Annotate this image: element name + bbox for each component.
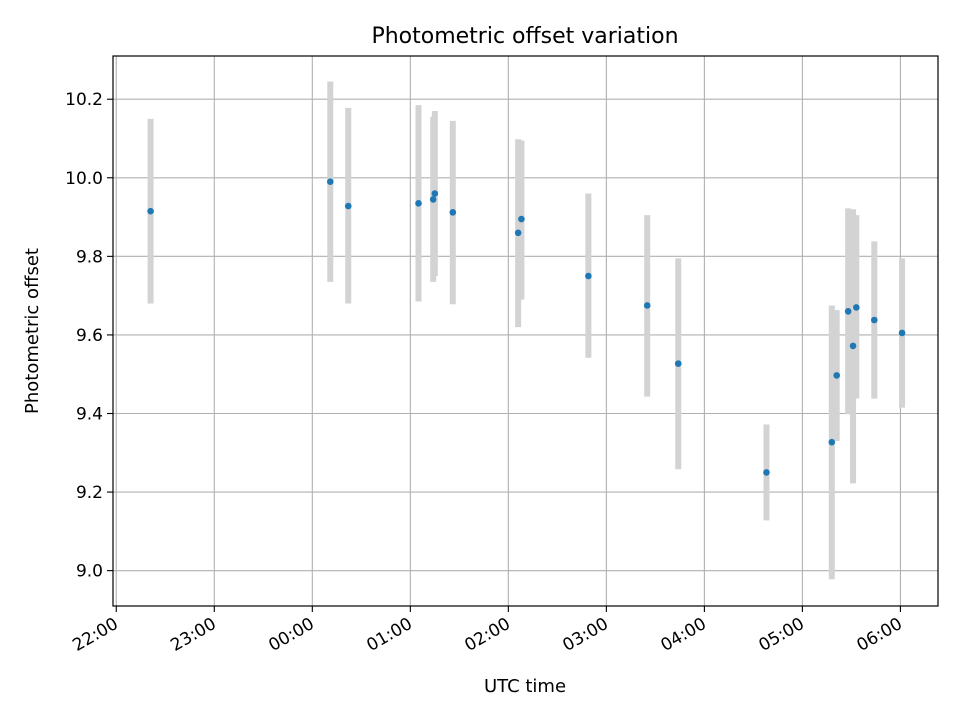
- y-tick-label: 10.0: [65, 169, 103, 189]
- grid-layer: [113, 56, 938, 606]
- data-point: [431, 190, 439, 197]
- data-point: [844, 308, 852, 315]
- data-point: [643, 302, 651, 309]
- y-tick-label: 9.6: [76, 326, 103, 346]
- data-point: [898, 329, 906, 337]
- y-tick-label: 9.2: [76, 483, 103, 503]
- data-point: [585, 272, 592, 280]
- data-point: [449, 209, 457, 216]
- data-point: [514, 229, 522, 237]
- y-tick-label: 9.8: [76, 247, 103, 267]
- y-axis-ticks: 9.0 9.2 9.4 9.6 9.8 10.0 10.2: [65, 90, 113, 582]
- chart-title: Photometric offset variation: [371, 24, 678, 49]
- data-point: [429, 196, 437, 203]
- data-point: [518, 215, 525, 223]
- data-point: [763, 469, 770, 476]
- data-point: [674, 360, 682, 367]
- y-axis-label: Photometric offset: [22, 248, 43, 414]
- y-tick-label: 10.2: [65, 90, 103, 110]
- data-point: [833, 372, 841, 379]
- data-point: [326, 178, 334, 186]
- plot-frame: [112, 55, 939, 607]
- y-tick-label: 9.0: [76, 562, 103, 582]
- data-point: [415, 200, 422, 207]
- data-point: [849, 342, 857, 350]
- data-point: [828, 438, 836, 446]
- y-tick-label: 9.4: [76, 405, 103, 425]
- x-axis-label: UTC time: [484, 676, 566, 697]
- data-point: [870, 316, 878, 324]
- data-point: [344, 202, 352, 210]
- data-point: [147, 207, 154, 215]
- data-point: [853, 304, 860, 311]
- point-layer: [147, 178, 906, 476]
